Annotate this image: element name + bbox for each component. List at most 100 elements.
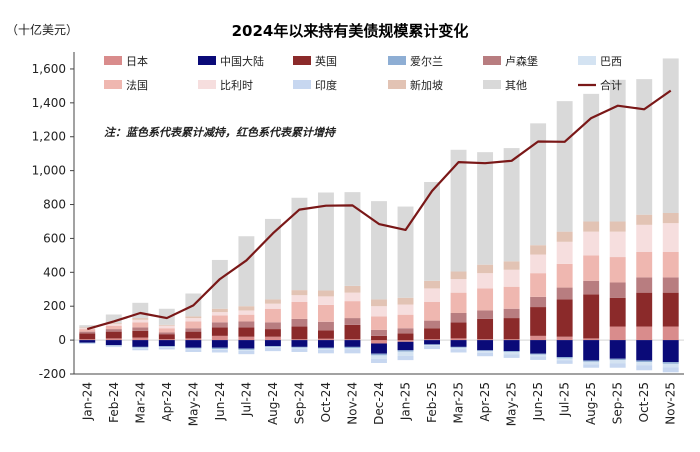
bar-segment xyxy=(503,148,520,262)
unit-label: （十亿美元） xyxy=(6,22,78,37)
bar-segment xyxy=(344,346,361,349)
bar-segment xyxy=(211,347,228,350)
bar-segment xyxy=(503,261,520,270)
legend-swatch xyxy=(293,80,311,89)
axes: -200 0 200 400 600 800 1,000 1,200 1,400 1,600 Jan… xyxy=(32,52,684,426)
bar-segment xyxy=(185,347,202,349)
bar-segment xyxy=(503,351,520,355)
bar-segment xyxy=(583,280,600,295)
bar-segment xyxy=(583,294,600,339)
bar-segment xyxy=(477,318,494,340)
bar-segment xyxy=(344,318,361,325)
bar-segment xyxy=(477,340,494,351)
bar-segment xyxy=(238,350,255,355)
bar-segment xyxy=(185,331,202,339)
bar-segment xyxy=(211,308,228,313)
bar-segment xyxy=(291,339,308,341)
bar-segment xyxy=(79,327,96,329)
bar-segment xyxy=(397,340,414,342)
bar-segment xyxy=(662,58,679,213)
bar-segment xyxy=(556,241,573,264)
bar-segment xyxy=(662,292,679,327)
bar-segment xyxy=(371,340,387,344)
bar-segment xyxy=(105,329,122,332)
bar-segment xyxy=(264,347,281,352)
bar-segment xyxy=(318,330,334,339)
bar-segment xyxy=(318,321,334,331)
x-tick-label: Nov-24 xyxy=(345,382,359,425)
y-tick-label: 1,000 xyxy=(32,164,66,178)
bar-segment xyxy=(583,93,600,222)
y-tick-label: 400 xyxy=(43,265,66,279)
bar-segment xyxy=(132,319,149,323)
bar-segment xyxy=(503,318,520,340)
bar-segment xyxy=(424,328,440,340)
x-tick-label: Mar-24 xyxy=(133,382,147,423)
bar-segment xyxy=(238,314,255,322)
bar-segment xyxy=(344,349,361,354)
legend-label: 合计 xyxy=(600,78,622,92)
bar-segment xyxy=(662,367,679,373)
bar-segment xyxy=(264,346,281,348)
bar-segment xyxy=(609,360,626,364)
legend-swatch xyxy=(198,80,216,89)
bar-segment xyxy=(636,326,653,341)
bar-segment xyxy=(636,79,653,215)
bar-segment xyxy=(477,264,494,274)
bar-segment xyxy=(318,192,334,291)
x-tick-label: Aug-25 xyxy=(584,382,598,425)
bar-segment xyxy=(609,231,626,258)
bar-segment xyxy=(662,251,679,278)
bar-segment xyxy=(185,349,202,352)
bar-segment xyxy=(424,344,440,346)
bar-segment xyxy=(477,273,494,289)
total-line-layer xyxy=(86,89,672,331)
bar-segment xyxy=(662,277,679,293)
bar-segment xyxy=(344,301,361,319)
x-tick-label: May-24 xyxy=(186,382,200,426)
bar-segment xyxy=(238,306,255,311)
bar-segment xyxy=(211,340,228,348)
bar-segment xyxy=(583,361,600,365)
bar-segment xyxy=(424,301,440,321)
bar-segment xyxy=(424,345,440,350)
bar-segment xyxy=(450,340,467,347)
bar-segment xyxy=(450,312,467,323)
bar-segment xyxy=(530,273,547,297)
bar-segment xyxy=(450,338,467,341)
bar-segment xyxy=(211,327,228,336)
y-tick-label: 600 xyxy=(43,231,66,245)
bar-segment xyxy=(397,355,414,361)
bar-segment xyxy=(105,345,122,347)
x-tick-label: Oct-24 xyxy=(319,382,333,422)
legend-label: 比利时 xyxy=(220,79,253,92)
bar-segment xyxy=(424,181,440,281)
x-tick-label: May-25 xyxy=(505,382,519,426)
bar-segment xyxy=(344,324,361,340)
bar-segment xyxy=(79,333,96,340)
bar-segment xyxy=(556,263,573,288)
bar-segment xyxy=(291,340,308,347)
x-tick-label: Jan-25 xyxy=(399,382,413,421)
bar-segment xyxy=(185,338,202,341)
bar-segment xyxy=(211,349,228,350)
bar-segment xyxy=(636,224,653,252)
bar-segment xyxy=(530,354,547,357)
bar-segment xyxy=(530,340,547,354)
bar-segment xyxy=(556,231,573,242)
x-tick-label: Sep-24 xyxy=(292,382,306,424)
legend-swatch xyxy=(388,80,406,89)
bar-segment xyxy=(450,279,467,293)
bar-segment xyxy=(291,348,308,352)
bar-segment xyxy=(424,345,440,346)
bar-segment xyxy=(291,346,308,348)
bar-segment xyxy=(132,346,149,348)
bar-segment xyxy=(105,325,122,330)
bar-segment xyxy=(264,308,281,323)
bar-segment xyxy=(530,335,547,341)
bar-segment xyxy=(158,308,175,325)
x-tick-label: Aug-24 xyxy=(266,382,280,425)
x-tick-label: Apr-25 xyxy=(478,382,492,422)
bar-segment xyxy=(556,358,573,361)
